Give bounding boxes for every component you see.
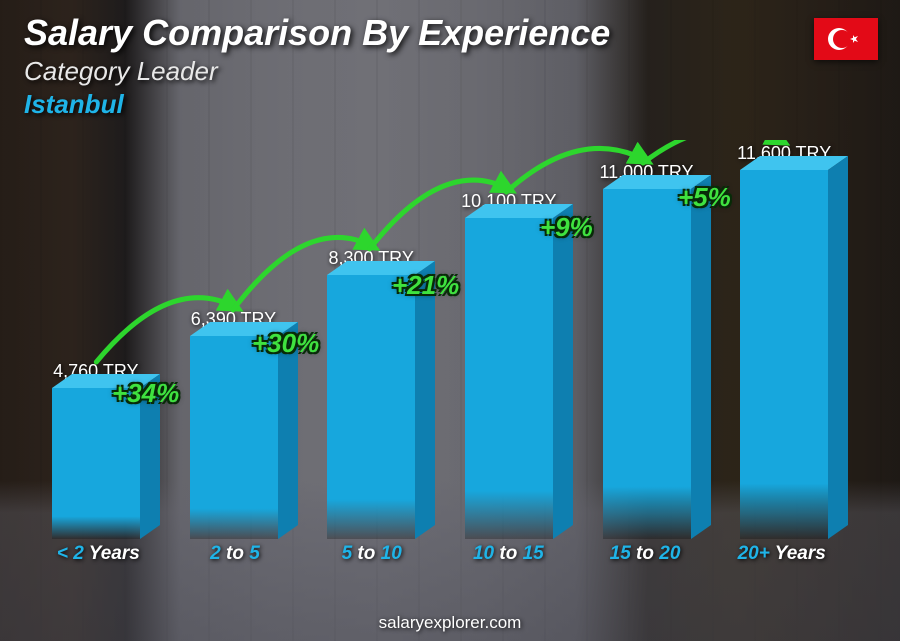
salary-chart: 4,760 TRY6,390 TRY8,300 TRY10,100 TRY11,…	[30, 140, 850, 573]
chart-location: Istanbul	[24, 89, 876, 120]
chart-subtitle: Category Leader	[24, 56, 876, 87]
bar-shape	[603, 189, 691, 539]
header: Salary Comparison By Experience Category…	[24, 12, 876, 120]
x-label: < 2 Years	[30, 543, 167, 573]
increment-label: +9%	[540, 212, 593, 243]
bar-shape	[52, 388, 140, 539]
bar-0: 4,760 TRY	[30, 140, 162, 539]
x-label: 5 to 10	[303, 543, 440, 573]
x-label: 2 to 5	[167, 543, 304, 573]
increment-label: +5%	[678, 182, 731, 213]
increment-label: +21%	[392, 270, 459, 301]
bar-5: 11,600 TRY	[718, 140, 850, 539]
x-label: 20+ Years	[713, 543, 850, 573]
source-footer: salaryexplorer.com	[0, 613, 900, 633]
bar-shape	[327, 275, 415, 539]
chart-title: Salary Comparison By Experience	[24, 12, 876, 54]
x-label: 10 to 15	[440, 543, 577, 573]
bar-shape	[740, 170, 828, 539]
flag-turkey-icon	[814, 18, 878, 60]
increment-label: +30%	[252, 328, 319, 359]
bar-shape	[465, 218, 553, 539]
x-label: 15 to 20	[577, 543, 714, 573]
bar-shape	[190, 336, 278, 539]
bar-3: 10,100 TRY	[443, 140, 575, 539]
bar-2: 8,300 TRY	[305, 140, 437, 539]
increment-label: +34%	[112, 378, 179, 409]
x-axis-labels: < 2 Years2 to 55 to 1010 to 1515 to 2020…	[30, 543, 850, 573]
